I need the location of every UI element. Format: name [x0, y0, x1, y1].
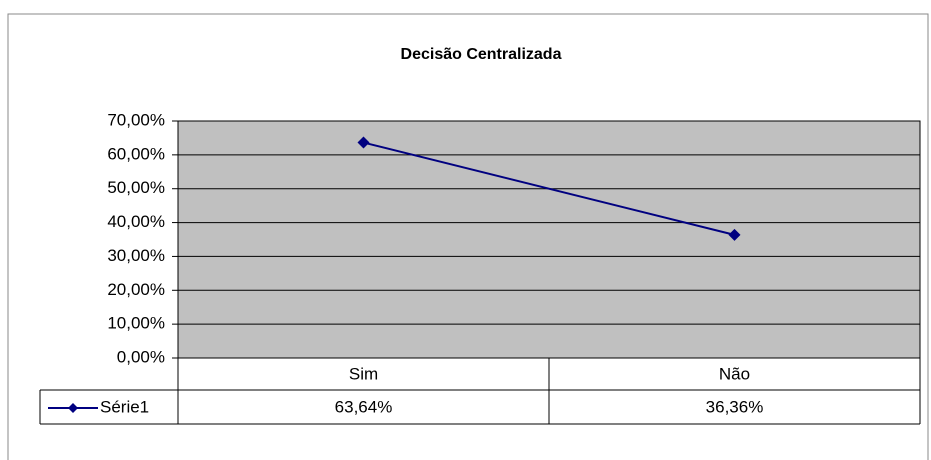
point-marker — [728, 228, 741, 241]
y-tick-label: 40,00% — [107, 212, 165, 231]
x-tick-label: Não — [719, 364, 750, 383]
y-tick-label: 60,00% — [107, 144, 165, 163]
data-table-value: 63,64% — [335, 397, 393, 416]
point-marker — [357, 136, 370, 149]
x-tick-label: Sim — [349, 364, 378, 383]
chart-title: Decisão Centralizada — [401, 46, 562, 63]
y-tick-label: 30,00% — [107, 246, 165, 265]
data-table-value: 36,36% — [706, 397, 764, 416]
y-tick-label: 10,00% — [107, 314, 165, 333]
plot-area — [177, 120, 921, 359]
series-line — [363, 141, 735, 236]
y-tick-label: 0,00% — [117, 347, 165, 366]
y-tick-label: 70,00% — [107, 110, 165, 129]
legend-label: Série1 — [100, 397, 149, 416]
y-tick-label: 50,00% — [107, 178, 165, 197]
y-tick-label: 20,00% — [107, 280, 165, 299]
legend-symbol — [68, 403, 78, 413]
